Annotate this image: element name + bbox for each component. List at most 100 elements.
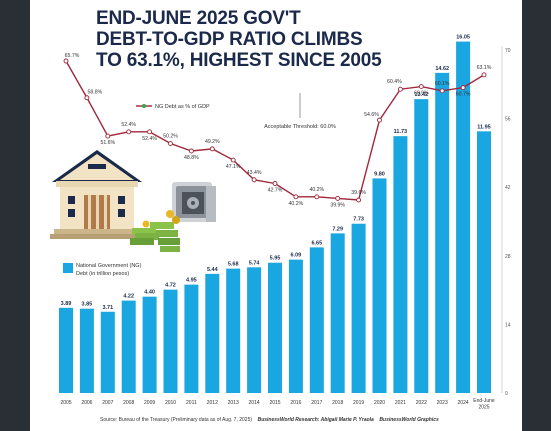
line-point xyxy=(84,95,90,101)
x-tick-label: 2025 xyxy=(478,405,489,411)
right-axis-tick-label: 56 xyxy=(505,117,511,123)
x-tick-label: 2013 xyxy=(228,400,239,406)
legend-line-label: NG Debt as % of GDP xyxy=(155,104,210,110)
bar-value-label: 5.95 xyxy=(270,256,281,262)
bar-2022 xyxy=(414,99,429,393)
line-point xyxy=(418,84,424,90)
line-point xyxy=(377,117,382,123)
x-tick-label: End-June xyxy=(473,398,495,404)
line-value-label: 65.7% xyxy=(65,53,80,59)
bars-layer: 3.89 3.85 3.71 4.22 4.40 4.72 4.95 5.44 5.68 5.74… xyxy=(59,35,491,394)
right-axis-tick-label: 28 xyxy=(505,254,511,260)
x-tick-label: 2019 xyxy=(353,400,364,406)
line-point xyxy=(230,157,236,163)
bar-value-label: 7.73 xyxy=(353,217,364,223)
x-tick-label: 2007 xyxy=(102,400,113,406)
line-point xyxy=(481,72,487,78)
x-tick-label: 2011 xyxy=(186,400,197,406)
bar-value-label: 9.80 xyxy=(374,171,385,177)
x-tick-label: 2018 xyxy=(332,400,343,406)
legend-bar-swatch xyxy=(63,263,73,273)
line-point xyxy=(356,197,362,203)
threshold-label: Acceptable Threshold: 60.0% xyxy=(264,124,336,130)
line-point xyxy=(126,129,132,135)
bar-value-label: 3.85 xyxy=(82,302,93,308)
x-tick-label: 2005 xyxy=(60,400,71,406)
title-line-3: TO 63.1%, HIGHEST SINCE 2005 xyxy=(96,50,382,71)
bar-value-label: 5.44 xyxy=(207,267,219,273)
bar-2015 xyxy=(268,262,282,393)
line-value-label: 58.8% xyxy=(88,90,103,96)
x-tick-label: 2017 xyxy=(311,400,322,406)
line-point xyxy=(105,133,111,139)
safe-icon xyxy=(172,182,216,222)
line-point xyxy=(397,86,403,92)
line-point xyxy=(314,194,320,200)
bar-2023 xyxy=(435,72,450,394)
line-value-label: 60.7% xyxy=(456,92,471,98)
bar-value-label: 11.95 xyxy=(477,124,490,130)
bar-2008 xyxy=(121,300,136,393)
money-stack-icon xyxy=(130,210,180,252)
bar-value-label: 7.29 xyxy=(332,226,343,232)
bar-value-label: 4.95 xyxy=(186,278,197,284)
legend-bar-label-1: National Government (NG) xyxy=(76,263,142,269)
bar-end-june-2025 xyxy=(477,131,491,393)
right-axis-tick-label: 42 xyxy=(505,185,511,191)
bar-value-label: 3.89 xyxy=(61,301,72,307)
bar-value-label: 5.74 xyxy=(249,260,261,266)
bar-2011 xyxy=(184,284,199,393)
line-point xyxy=(188,148,194,154)
bar-2013 xyxy=(226,268,241,393)
bar-2005 xyxy=(59,307,73,393)
bar-value-label: 11.73 xyxy=(394,129,407,135)
bar-2014 xyxy=(247,267,262,393)
line-value-label: 47.1% xyxy=(226,164,241,170)
bar-2012 xyxy=(205,273,220,393)
threshold-layer: Acceptable Threshold: 60.0% xyxy=(264,93,336,130)
x-tick-label: 2006 xyxy=(81,400,92,406)
bank-building-icon xyxy=(50,150,144,239)
chart-title: END-JUNE 2025 GOV'T DEBT-TO-GDP RATIO CL… xyxy=(96,8,426,71)
bar-2010 xyxy=(163,289,178,393)
line-value-label: 60.9% xyxy=(414,91,429,97)
line-value-label: 60.4% xyxy=(387,79,402,85)
x-tick-label: 2022 xyxy=(416,400,427,406)
x-tick-label: 2009 xyxy=(144,400,155,406)
line-point xyxy=(460,85,466,91)
line-point xyxy=(251,177,257,183)
line-point xyxy=(147,129,153,135)
bar-value-label: 4.40 xyxy=(144,290,155,296)
footer-research: BusinessWorld Research: Abigail Marie P.… xyxy=(257,417,374,423)
legend-bar-label-2: Debt (in trillion pesos) xyxy=(76,271,129,277)
x-tick-label: 2015 xyxy=(269,400,280,406)
line-value-label: 60.1% xyxy=(435,81,450,87)
right-axis: 0 14 28 42 56 70 xyxy=(501,46,511,397)
line-point xyxy=(63,58,69,64)
bar-value-label: 6.09 xyxy=(291,253,302,259)
legend-line-dot xyxy=(142,104,146,108)
bar-2007 xyxy=(100,311,115,393)
x-tick-label: 2008 xyxy=(123,400,134,406)
bar-2016 xyxy=(288,259,303,393)
line-value-label: 50.2% xyxy=(163,134,178,140)
line-value-label: 52.4% xyxy=(142,136,157,142)
x-tick-label: 2023 xyxy=(437,400,448,406)
line-value-label: 49.2% xyxy=(205,139,220,145)
footer-source: Source: Bureau of the Treasury (Prelimin… xyxy=(100,417,253,423)
bar-2009 xyxy=(142,296,157,393)
footer: Source: Bureau of the Treasury (Prelimin… xyxy=(100,417,439,423)
line-value-label: 43.4% xyxy=(247,170,262,176)
line-value-label: 39.9% xyxy=(330,202,345,208)
bar-2020 xyxy=(372,178,387,393)
x-tick-label: 2010 xyxy=(165,400,176,406)
line-value-label: 52.4% xyxy=(121,122,136,128)
bar-2006 xyxy=(79,308,94,393)
bar-value-label: 14.62 xyxy=(435,66,449,72)
bar-value-label: 5.68 xyxy=(228,262,239,268)
line-value-label: 48.8% xyxy=(184,155,199,161)
right-axis-tick-label: 70 xyxy=(505,48,511,54)
line-legend: NG Debt as % of GDP xyxy=(136,104,210,110)
